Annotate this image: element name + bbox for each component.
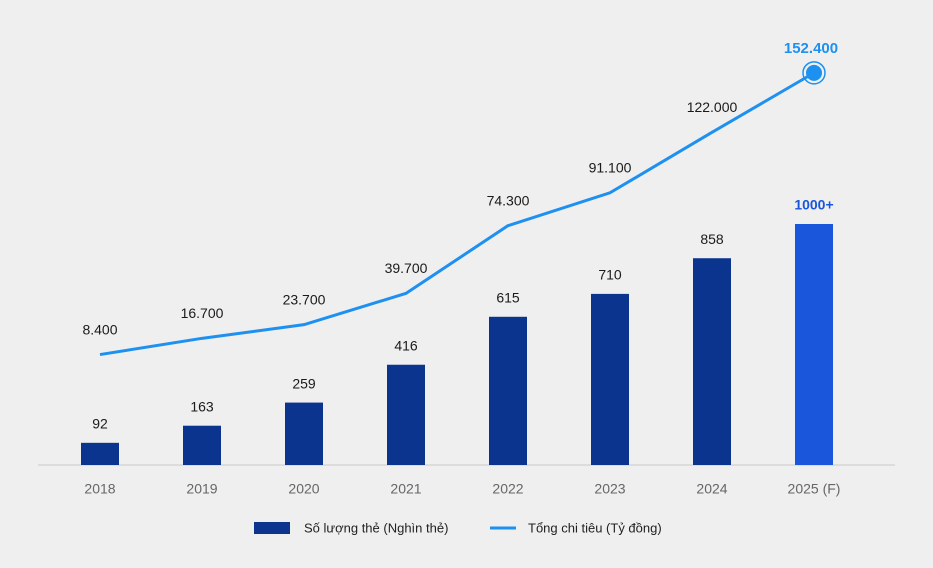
line-value-label: 16.700 <box>181 305 224 321</box>
line-point-halo <box>802 61 826 85</box>
bar <box>387 364 425 465</box>
legend-label: Tổng chi tiêu (Tỷ đồng) <box>528 520 662 535</box>
x-tick-label: 2024 <box>696 481 727 497</box>
legend-swatch <box>254 522 290 534</box>
bar <box>81 442 119 465</box>
bar <box>489 316 527 465</box>
bar-value-label: 259 <box>292 375 316 391</box>
line-value-label: 23.700 <box>283 291 326 307</box>
x-tick-label: 2025 (F) <box>788 481 841 497</box>
x-tick-label: 2023 <box>594 481 625 497</box>
bar <box>591 293 629 465</box>
bar-value-label: 1000+ <box>794 197 833 213</box>
bar <box>285 402 323 465</box>
x-tick-label: 2019 <box>186 481 217 497</box>
line-value-label: 8.400 <box>82 321 117 337</box>
bar-value-label: 710 <box>598 267 622 283</box>
x-tick-label: 2021 <box>390 481 421 497</box>
bar <box>693 258 731 465</box>
bar-value-label: 858 <box>700 231 724 247</box>
bar-value-label: 416 <box>394 337 418 353</box>
line-value-label: 74.300 <box>487 192 530 208</box>
x-tick-label: 2020 <box>288 481 319 497</box>
line-value-label: 152.400 <box>784 40 838 57</box>
bar-value-label: 163 <box>190 398 214 414</box>
bar-value-label: 92 <box>92 416 108 432</box>
bar <box>183 425 221 465</box>
x-tick-label: 2018 <box>84 481 115 497</box>
line-value-label: 122.000 <box>687 99 738 115</box>
line <box>99 71 815 357</box>
line-value-label: 91.100 <box>589 159 632 175</box>
line-point <box>806 64 822 81</box>
bar <box>795 224 833 465</box>
bar-value-label: 615 <box>496 289 520 305</box>
line-value-label: 39.700 <box>385 260 428 276</box>
x-tick-label: 2022 <box>492 481 523 497</box>
legend-label: Số lượng thẻ (Nghìn thẻ) <box>304 520 448 535</box>
